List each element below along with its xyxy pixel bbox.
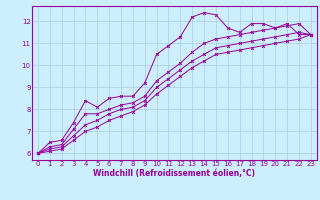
X-axis label: Windchill (Refroidissement éolien,°C): Windchill (Refroidissement éolien,°C) (93, 169, 255, 178)
